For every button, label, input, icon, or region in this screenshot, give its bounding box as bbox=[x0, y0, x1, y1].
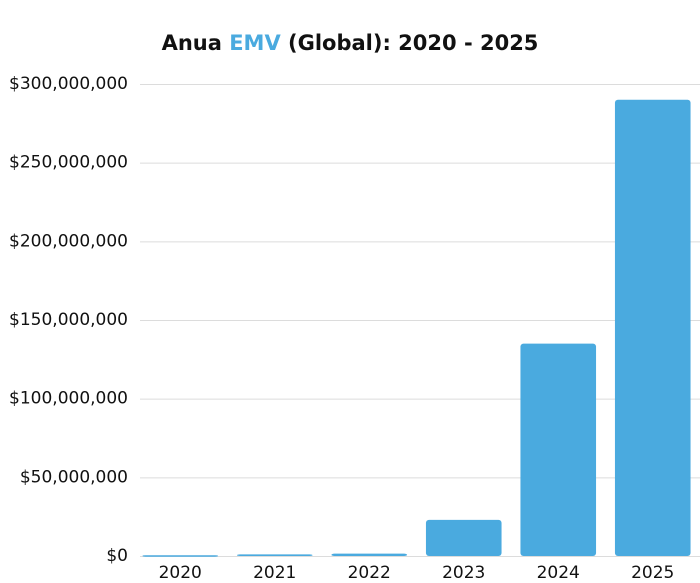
bar bbox=[236, 554, 313, 556]
x-tick-label: 2022 bbox=[348, 563, 391, 583]
title-part: Anua bbox=[162, 31, 230, 55]
y-tick-label: $200,000,000 bbox=[9, 231, 128, 251]
x-tick-label: 2024 bbox=[537, 563, 580, 583]
title-part: (Global): 2020 - 2025 bbox=[281, 31, 539, 55]
title-part: EMV bbox=[229, 31, 281, 55]
y-tick-label: $50,000,000 bbox=[20, 467, 128, 487]
y-tick-label: $0 bbox=[106, 546, 128, 566]
y-tick-label: $100,000,000 bbox=[9, 389, 128, 409]
y-tick-label: $250,000,000 bbox=[9, 153, 128, 173]
bar bbox=[331, 553, 408, 556]
y-tick-label: $150,000,000 bbox=[9, 310, 128, 330]
bar bbox=[142, 555, 219, 557]
x-tick-label: 2025 bbox=[631, 563, 674, 583]
chart-title: Anua EMV (Global): 2020 - 2025 bbox=[162, 31, 539, 55]
bar bbox=[520, 343, 597, 556]
x-tick-label: 2023 bbox=[442, 563, 485, 583]
y-tick-label: $300,000,000 bbox=[9, 74, 128, 94]
x-tick-label: 2020 bbox=[159, 563, 202, 583]
bar bbox=[614, 99, 691, 556]
x-tick-label: 2021 bbox=[253, 563, 296, 583]
bar bbox=[425, 519, 502, 556]
